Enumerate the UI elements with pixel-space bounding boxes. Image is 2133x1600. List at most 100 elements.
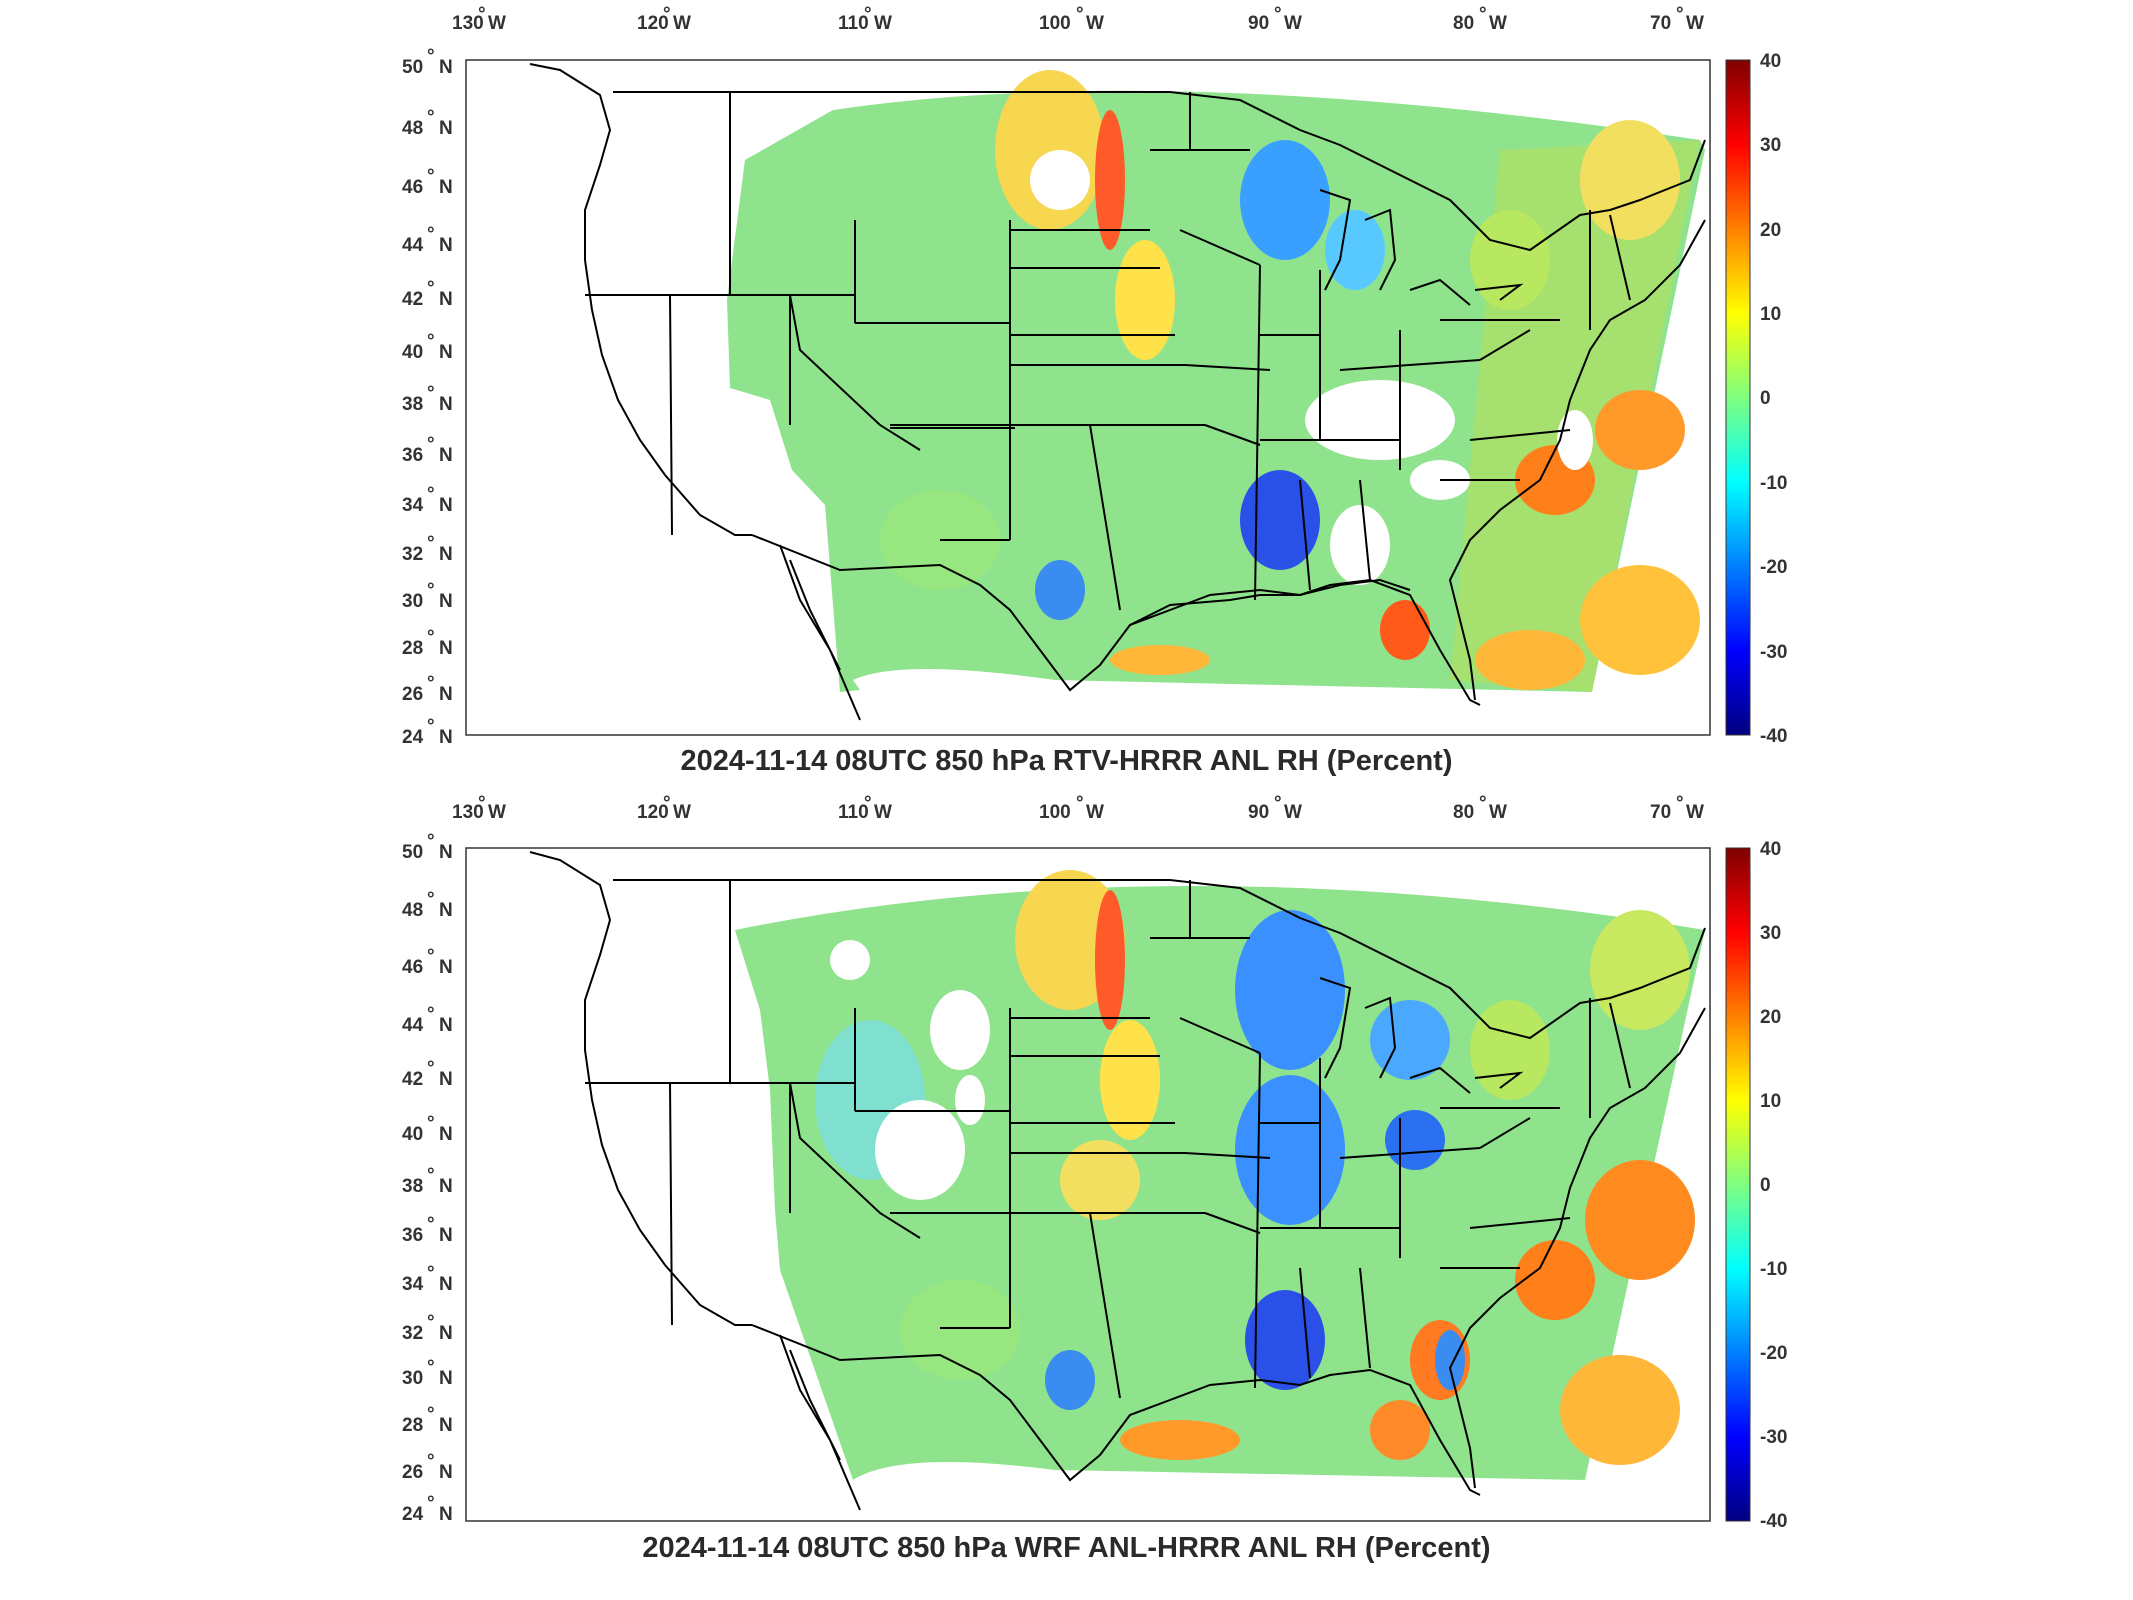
lat-hemisphere: N — [439, 1462, 453, 1483]
lat-hemisphere: N — [439, 235, 453, 256]
lon-hemisphere: W — [1686, 802, 1704, 823]
svg-text:°: ° — [427, 1165, 435, 1186]
svg-text:°: ° — [1274, 793, 1282, 814]
lat-hemisphere: N — [439, 342, 453, 363]
colorbar-gradient — [1725, 847, 1751, 1522]
lat-tick: 50 — [402, 57, 423, 78]
east-coast — [1448, 1007, 1706, 1489]
lat-tick: 34 — [402, 495, 424, 516]
east-coast — [1448, 219, 1706, 701]
svg-text:°: ° — [427, 1113, 435, 1134]
baja — [779, 1334, 861, 1511]
west-coast — [529, 63, 752, 536]
lat-tick: 42 — [402, 1069, 423, 1090]
lat-tick: 24 — [402, 727, 424, 748]
lat-tick: 48 — [402, 900, 423, 921]
lat-tick: 44 — [402, 1015, 424, 1036]
svg-text:°: ° — [427, 1357, 435, 1378]
lat-tick: 32 — [402, 544, 423, 565]
svg-text:°: ° — [427, 946, 435, 967]
lon-tick: 120 — [637, 13, 669, 34]
lat-tick: 42 — [402, 289, 423, 310]
rh-difference-field — [735, 870, 1705, 1480]
lat-tick: 28 — [402, 638, 423, 659]
lon-hemisphere: W — [1489, 802, 1507, 823]
lat-tick: 50 — [402, 842, 423, 863]
colorbar-tick: -40 — [1760, 1511, 1787, 1532]
lat-hemisphere: N — [439, 289, 453, 310]
lon-hemisphere: W — [488, 13, 506, 34]
lat-tick: 40 — [402, 342, 423, 363]
svg-text:°: ° — [1076, 4, 1084, 25]
lat-hemisphere: N — [439, 727, 453, 748]
map-figure: 130 ° W 120 ° W 110 ° W 100 ° W 90 ° W 8… — [402, 793, 1787, 1532]
lat-tick: 26 — [402, 684, 423, 705]
colorbar-tick: -10 — [1760, 1259, 1787, 1280]
lon-hemisphere: W — [1086, 802, 1104, 823]
lon-hemisphere: W — [673, 802, 691, 823]
lon-hemisphere: W — [673, 13, 691, 34]
lon-tick: 90 — [1248, 802, 1269, 823]
lat-hemisphere: N — [439, 1015, 453, 1036]
colorbar-tick: 0 — [1760, 388, 1771, 409]
lat-hemisphere: N — [439, 57, 453, 78]
lon-tick: 120 — [637, 802, 669, 823]
svg-text:°: ° — [1076, 793, 1084, 814]
svg-text:°: ° — [427, 716, 435, 737]
lat-tick: 46 — [402, 957, 423, 978]
lat-tick: 48 — [402, 118, 423, 139]
lat-tick: 30 — [402, 591, 423, 612]
colorbar-tick: 0 — [1760, 1175, 1771, 1196]
svg-text:°: ° — [663, 4, 671, 25]
svg-text:°: ° — [427, 484, 435, 505]
map-panel-rtv-hrrr: 130 ° W 120 ° W 110 ° W 100 ° W 90 ° W 8… — [0, 0, 2133, 790]
lat-tick: 46 — [402, 177, 423, 198]
colorbar-tick: -30 — [1760, 1427, 1787, 1448]
colorbar-tick: 10 — [1760, 1091, 1781, 1112]
colorbar-tick: 30 — [1760, 135, 1781, 156]
lat-hemisphere: N — [439, 1225, 453, 1246]
lat-tick: 38 — [402, 394, 423, 415]
svg-text:°: ° — [1676, 4, 1684, 25]
lat-axis: 50°N 48°N 46°N 44°N 42°N 40°N 38°N 36°N … — [402, 46, 453, 748]
svg-text:°: ° — [427, 831, 435, 852]
southern-border-mexico — [751, 534, 1481, 706]
lat-hemisphere: N — [439, 684, 453, 705]
svg-text:°: ° — [427, 166, 435, 187]
svg-text:°: ° — [427, 673, 435, 694]
lat-hemisphere: N — [439, 842, 453, 863]
map-panel-wrf-hrrr: 130 ° W 120 ° W 110 ° W 100 ° W 90 ° W 8… — [0, 790, 2133, 1600]
svg-text:°: ° — [663, 793, 671, 814]
state-lines — [585, 880, 1631, 1399]
lat-tick: 40 — [402, 1124, 423, 1145]
svg-text:°: ° — [1274, 4, 1282, 25]
svg-text:°: ° — [864, 793, 872, 814]
boundaries — [529, 851, 1706, 1511]
lat-hemisphere: N — [439, 900, 453, 921]
svg-text:°: ° — [427, 1451, 435, 1472]
lon-tick: 110 — [838, 802, 869, 823]
boundaries — [529, 63, 1706, 721]
southern-border-mexico — [751, 1324, 1481, 1496]
colorbar-tick: -20 — [1760, 557, 1787, 578]
map-title: 2024-11-14 08UTC 850 hPa RTV-HRRR ANL RH… — [680, 745, 1453, 777]
lat-hemisphere: N — [439, 1368, 453, 1389]
colorbar-tick: 40 — [1760, 51, 1781, 72]
state-lines — [585, 92, 1631, 611]
lat-tick: 32 — [402, 1323, 423, 1344]
lat-tick: 28 — [402, 1415, 423, 1436]
svg-text:°: ° — [427, 434, 435, 455]
lat-tick: 30 — [402, 1368, 423, 1389]
svg-text:°: ° — [1676, 793, 1684, 814]
lat-hemisphere: N — [439, 544, 453, 565]
canada-border — [613, 879, 1706, 1040]
rh-difference-field — [727, 70, 1705, 692]
svg-text:°: ° — [478, 793, 486, 814]
lat-tick: 34 — [402, 1274, 424, 1295]
lon-hemisphere: W — [1489, 13, 1507, 34]
lat-hemisphere: N — [439, 1274, 453, 1295]
svg-text:°: ° — [427, 278, 435, 299]
colorbar-gradient — [1725, 59, 1751, 736]
colorbar-tick: -30 — [1760, 642, 1787, 663]
svg-text:°: ° — [864, 4, 872, 25]
